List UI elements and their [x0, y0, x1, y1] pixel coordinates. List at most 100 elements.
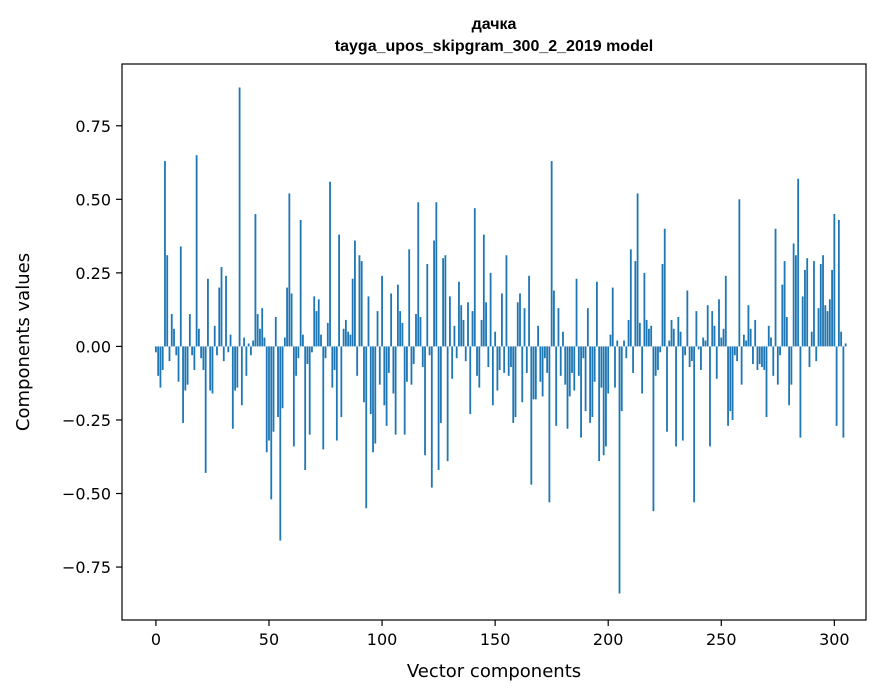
bar: [652, 346, 655, 512]
bar: [591, 346, 594, 418]
bar: [173, 328, 175, 347]
bar: [229, 334, 232, 347]
bar: [623, 340, 625, 347]
bar: [164, 161, 166, 347]
bar: [609, 334, 612, 347]
bar: [602, 346, 605, 456]
bar: [227, 346, 230, 353]
bar: [711, 311, 714, 347]
bar: [259, 328, 261, 347]
bar: [197, 328, 200, 347]
bar: [844, 343, 847, 347]
bar: [521, 346, 524, 403]
bar: [428, 346, 431, 356]
bar: [424, 346, 426, 456]
bar: [537, 325, 539, 347]
bar: [752, 346, 754, 365]
bar: [317, 299, 320, 347]
bar: [356, 346, 359, 376]
bar: [207, 278, 209, 347]
bar: [695, 311, 698, 347]
bar: [835, 346, 838, 426]
bar: [467, 302, 469, 347]
bar: [516, 302, 519, 347]
y-tick-label: −0.75: [62, 558, 111, 577]
bar: [417, 202, 420, 347]
y-tick-label: 0.25: [75, 264, 111, 283]
bar: [632, 346, 634, 373]
bar: [288, 193, 291, 347]
bar: [376, 311, 379, 347]
y-axis-label: Components values: [13, 253, 34, 431]
bar: [822, 255, 824, 347]
bar: [765, 346, 768, 418]
bar: [302, 334, 304, 347]
bar: [794, 255, 797, 347]
bar: [627, 319, 630, 347]
bar: [240, 346, 243, 406]
x-tick-label: 150: [480, 630, 511, 649]
bar: [485, 302, 487, 347]
bar: [399, 311, 402, 347]
bar: [442, 258, 445, 347]
bar: [747, 305, 750, 347]
bar: [254, 214, 257, 347]
bar: [252, 340, 255, 347]
bar: [311, 346, 313, 353]
bar: [733, 346, 736, 356]
bar: [559, 346, 562, 376]
bar: [607, 346, 610, 394]
x-tick-label: 200: [593, 630, 624, 649]
bar: [709, 346, 711, 447]
bar: [415, 314, 417, 347]
bar: [815, 346, 818, 362]
bar: [263, 337, 266, 347]
bar: [464, 346, 467, 362]
bar: [813, 261, 815, 347]
bar: [659, 346, 662, 353]
bar: [550, 161, 553, 347]
bar: [557, 308, 560, 347]
bar: [451, 346, 454, 379]
bar: [697, 346, 700, 350]
bar: [654, 346, 657, 376]
bar: [792, 243, 795, 347]
bar: [277, 346, 279, 418]
bar: [783, 261, 786, 347]
bar: [661, 264, 664, 347]
bar: [358, 255, 361, 347]
bar: [159, 346, 162, 388]
bar: [833, 214, 836, 347]
bar: [392, 346, 395, 394]
bar: [704, 340, 707, 347]
bar: [586, 308, 589, 347]
bar: [532, 346, 535, 400]
bar: [582, 346, 585, 359]
bar: [283, 337, 286, 347]
bar: [387, 346, 390, 373]
bar: [236, 346, 239, 388]
bar: [439, 346, 442, 423]
bar: [200, 346, 203, 359]
bar: [555, 346, 558, 426]
bar: [324, 346, 327, 359]
bar: [693, 346, 696, 503]
bar: [736, 346, 739, 362]
bar: [749, 328, 752, 347]
bar: [274, 316, 277, 347]
bar: [378, 346, 381, 385]
bar: [625, 346, 628, 359]
bar: [681, 346, 684, 441]
bar: [195, 155, 198, 347]
bar: [363, 346, 365, 403]
bar: [638, 322, 641, 347]
bar: [670, 319, 673, 347]
bar: [534, 346, 537, 400]
bar: [666, 346, 668, 432]
bar: [706, 305, 709, 347]
y-tick-label: 0.75: [75, 117, 111, 136]
bar: [270, 346, 273, 500]
bar: [525, 346, 528, 373]
bar: [222, 346, 225, 362]
